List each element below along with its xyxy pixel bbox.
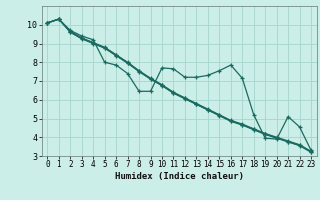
X-axis label: Humidex (Indice chaleur): Humidex (Indice chaleur) [115,172,244,181]
